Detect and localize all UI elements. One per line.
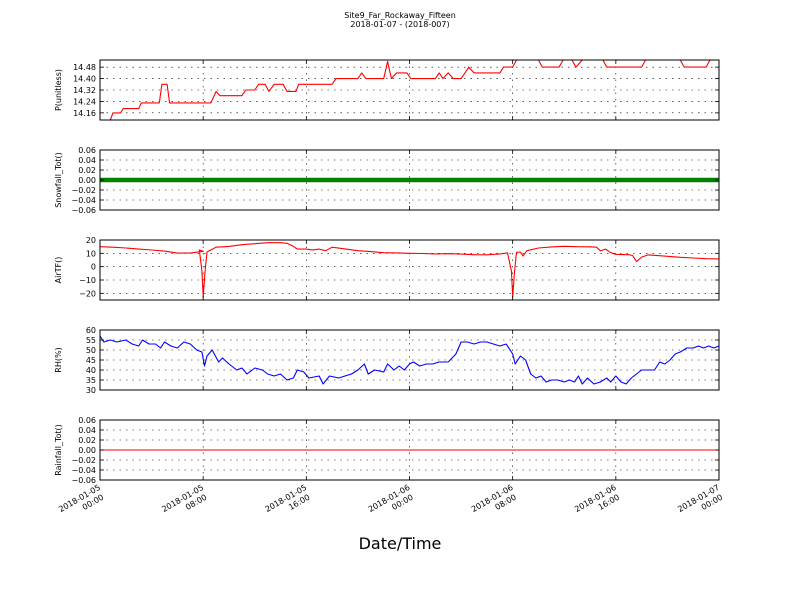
y-tick-label: 0.06 [78,146,96,155]
y-tick-label: 14.48 [73,63,96,72]
y-tick-label: −0.06 [71,476,96,485]
y-tick-label: 0.02 [78,436,96,445]
y-tick-label: −20 [79,289,96,298]
y-tick-label: 55 [86,336,96,345]
y-tick-label: 0.04 [78,426,96,435]
y-tick-label: 50 [86,346,96,355]
y-tick-label: −0.06 [71,206,96,215]
y-tick-label: 35 [86,376,96,385]
y-tick-label: 20 [86,236,96,245]
panel-frame-p [99,59,720,121]
panel-frame-air [99,239,720,301]
y-tick-label: 0.00 [78,176,96,185]
y-tick-label: 10 [86,249,96,258]
y-tick-label: 0.02 [78,166,96,175]
panel-frame-rh [99,329,720,391]
y-tick-label: −0.04 [71,196,96,205]
series-line-rh [99,335,720,385]
y-axis-label-rain: Rainfall_Tot() [54,424,63,476]
y-tick-label: 40 [86,366,96,375]
x-axis-label: Date/Time [358,534,442,553]
chart-title: Site9_Far_Rockaway_Fifteen [344,11,456,20]
series-line-air [99,242,720,298]
x-tick-label: 2018-01-0616:00 [573,483,623,523]
y-tick-label: 0 [91,263,96,272]
y-tick-label: −0.02 [71,186,96,195]
x-tick-label: 2018-01-0600:00 [367,483,417,523]
y-axis-label-snow: Snowfall_Tot() [54,152,63,208]
x-tick-label: 2018-01-0700:00 [676,483,726,523]
y-tick-label: 45 [86,356,96,365]
y-axis-label-p: P(unitless) [54,69,63,111]
chart-subtitle: 2018-01-07 - (2018-007) [350,20,450,29]
x-tick-label: 2018-01-0508:00 [160,483,210,523]
y-tick-label: −0.04 [71,466,96,475]
y-tick-label: 14.32 [73,86,96,95]
x-tick-label: 2018-01-0608:00 [470,483,520,523]
y-tick-label: 60 [86,326,96,335]
x-tick-label: 2018-01-0516:00 [264,483,314,523]
y-axis-label-rh: RH(%) [54,347,63,372]
y-tick-label: 14.40 [73,75,96,84]
y-tick-label: 0.00 [78,446,96,455]
y-tick-label: 0.04 [78,156,96,165]
x-tick-label: 2018-01-0500:00 [57,483,107,523]
y-tick-label: −10 [79,276,96,285]
y-tick-label: 30 [86,386,96,395]
series-line-p [100,59,719,121]
y-tick-label: −0.02 [71,456,96,465]
y-tick-label: 14.16 [73,109,96,118]
y-tick-label: 0.06 [78,416,96,425]
y-tick-label: 14.24 [73,97,96,106]
y-axis-label-air: AirTF() [54,257,63,284]
